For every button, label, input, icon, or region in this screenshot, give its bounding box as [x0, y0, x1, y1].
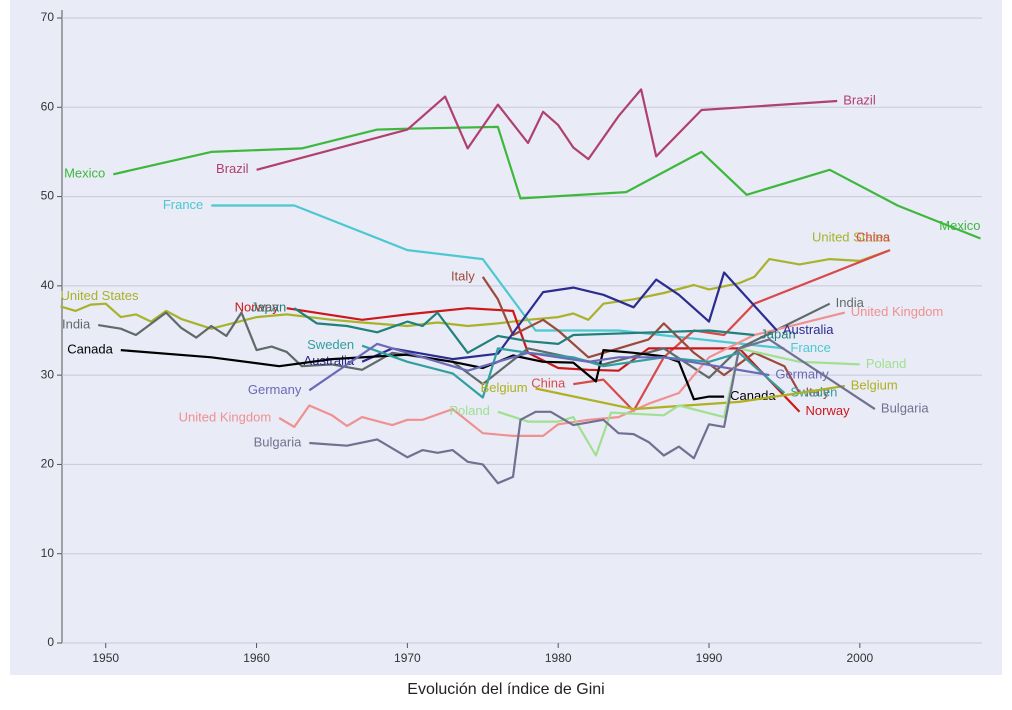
series-label: United States: [812, 230, 891, 245]
series-label: Japan: [760, 326, 795, 341]
series-label: Belgium: [481, 380, 528, 395]
series-label: France: [790, 340, 830, 355]
y-tick-label: 70: [41, 10, 55, 24]
series-label: United Kingdom: [851, 304, 944, 319]
series-line: [293, 307, 755, 354]
series-line: [60, 249, 891, 330]
x-tick-label: 1980: [545, 651, 572, 665]
series-label: Canada: [730, 388, 776, 403]
series-line: [497, 347, 860, 457]
series-line: [286, 307, 801, 413]
series-label: Australia: [304, 353, 355, 368]
series-label: Sweden: [307, 337, 354, 352]
series-label: India: [62, 317, 91, 332]
series-line: [113, 125, 981, 240]
series-label: China: [531, 376, 566, 391]
y-tick-label: 10: [41, 546, 55, 560]
grid: [62, 17, 982, 644]
y-tick-label: 30: [41, 367, 55, 381]
y-tick-label: 40: [41, 278, 55, 292]
series-label: Belgium: [851, 377, 898, 392]
series-line: [361, 344, 786, 399]
series-label: Australia: [783, 322, 834, 337]
x-tick-label: 1970: [394, 651, 421, 665]
series-label: Sweden: [790, 384, 837, 399]
series-label: Mexico: [939, 218, 980, 233]
series-label: Bulgaria: [881, 401, 929, 416]
series-line: [481, 276, 801, 394]
y-tick-label: 60: [41, 99, 55, 113]
series-line: [573, 249, 891, 412]
series-line: [361, 271, 778, 363]
series-label: Mexico: [64, 166, 105, 181]
series-label: United Kingdom: [179, 409, 272, 424]
series-label: Italy: [451, 268, 475, 283]
series-line: [309, 338, 876, 485]
series-line: [308, 342, 770, 392]
series-label: India: [836, 295, 865, 310]
series-label: Bulgaria: [254, 434, 302, 449]
series-label: Poland: [866, 356, 906, 371]
series-line: [535, 384, 845, 411]
y-tick-label: 0: [47, 635, 54, 649]
chart-title: Evolución del índice de Gini: [407, 681, 604, 698]
x-tick-label: 1990: [696, 651, 723, 665]
series-line: [98, 302, 831, 386]
series-label: France: [163, 197, 203, 212]
series-label: Poland: [449, 403, 489, 418]
x-tick-label: 2000: [846, 651, 873, 665]
series-line: [256, 88, 838, 171]
series-label: Canada: [67, 342, 113, 357]
series-line: [211, 204, 785, 350]
series-label: United States: [60, 288, 139, 303]
x-tick-label: 1950: [92, 651, 119, 665]
series-label: Norway: [235, 300, 280, 315]
series-label: China: [856, 230, 891, 245]
series-line: [278, 311, 846, 437]
x-tick-label: 1960: [243, 651, 270, 665]
series-line: [120, 349, 725, 401]
series-label: Brazil: [843, 92, 876, 107]
y-tick-label: 20: [41, 457, 55, 471]
series-label: Japan: [251, 300, 286, 315]
series-label: Germany: [248, 382, 302, 397]
series-label: Brazil: [216, 161, 249, 176]
series-label: Norway: [806, 403, 851, 418]
y-tick-label: 50: [41, 189, 55, 203]
